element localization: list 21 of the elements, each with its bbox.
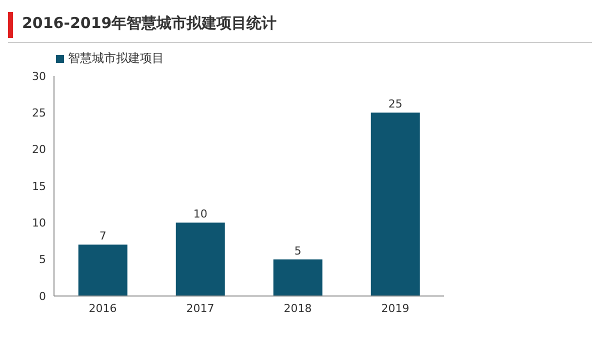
data-label: 7 <box>99 230 106 243</box>
legend-label: 智慧城市拟建项目 <box>67 50 164 67</box>
y-tick-label: 10 <box>32 216 46 230</box>
x-tick-label: 2019 <box>381 302 410 315</box>
y-tick-label: 20 <box>32 143 46 156</box>
data-label: 25 <box>388 98 402 111</box>
bar <box>78 244 128 296</box>
bar <box>273 259 322 296</box>
bar <box>176 222 225 296</box>
x-tick-label: 2018 <box>284 302 312 315</box>
y-tick-label: 15 <box>32 180 46 193</box>
y-tick-label: 25 <box>32 106 46 120</box>
y-tick-label: 30 <box>32 70 46 83</box>
y-tick-label: 5 <box>39 253 46 266</box>
chart-title: 2016-2019年智慧城市拟建项目统计 <box>22 14 277 33</box>
x-tick-label: 2017 <box>186 302 214 315</box>
bar <box>370 112 420 296</box>
x-tick-label: 2016 <box>88 302 117 315</box>
y-tick-label: 0 <box>39 290 46 303</box>
data-label: 10 <box>193 208 208 221</box>
data-label: 5 <box>294 244 302 258</box>
